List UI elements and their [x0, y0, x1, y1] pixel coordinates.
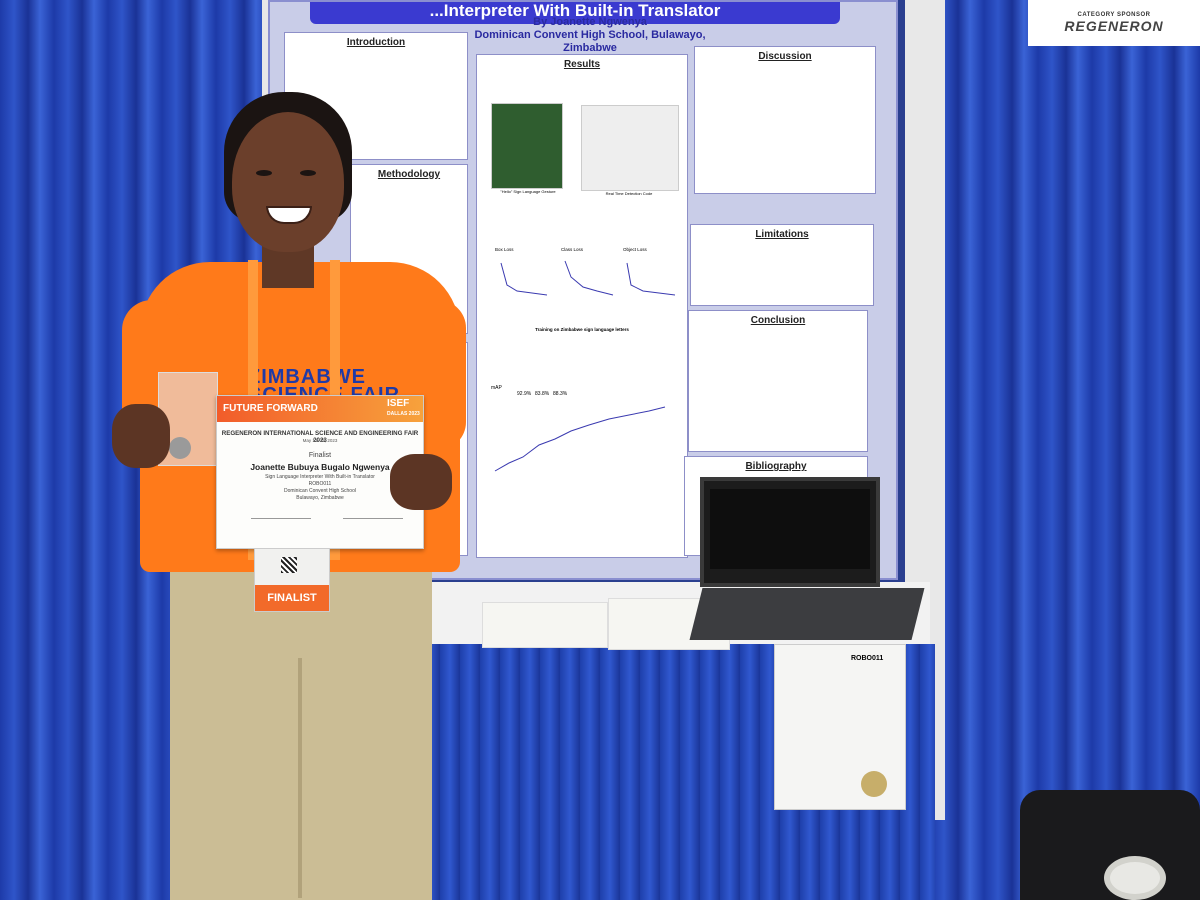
table-paper-left	[482, 602, 608, 648]
certificate-location: Bulawayo, Zimbabwe	[296, 495, 344, 501]
certificate-status: Finalist	[308, 452, 332, 459]
panel-discussion: Discussion	[694, 46, 876, 194]
class-loss-label: Class Loss	[561, 247, 584, 252]
category-sponsor-sign: CATEGORY SPONSOR REGENERON	[1028, 0, 1200, 46]
section-heading-conclusion: Conclusion	[750, 315, 806, 326]
blue-curtain-right	[930, 0, 1200, 900]
section-heading-limitations: Limitations	[755, 229, 809, 240]
project-certificate-sheet: ROBO011	[774, 644, 906, 810]
section-heading-bibliography: Bibliography	[745, 461, 807, 472]
signature-right	[343, 518, 403, 519]
detection-code-label: Real Time Detection Code	[605, 191, 653, 196]
badge-label: FINALIST	[255, 585, 329, 611]
loss-chart-caption: Training on Zimbabwe sign language lette…	[535, 327, 629, 332]
certificate-header-text: FUTURE FORWARD	[223, 403, 318, 414]
terminal-window	[710, 489, 870, 569]
map-metric-1: 92.9%	[517, 391, 532, 397]
badge-qr-code	[281, 557, 297, 573]
tape-roll	[1104, 856, 1166, 900]
section-heading-discussion: Discussion	[758, 51, 812, 62]
laptop-keyboard	[689, 588, 925, 640]
student-left-hand	[112, 404, 170, 468]
student-right-hand	[390, 454, 452, 510]
panel-conclusion: Conclusion	[688, 310, 868, 452]
object-loss-label: Object Loss	[623, 247, 647, 252]
map-curve-chart	[494, 406, 666, 472]
poster-author-block: By Joanette Ngwenya Dominican Convent Hi…	[450, 16, 730, 55]
sponsor-name: REGENERON	[1064, 18, 1164, 34]
certificate-dates: May 13–19, 2023	[302, 438, 338, 443]
detection-code-image	[581, 105, 679, 191]
medal-disc	[169, 437, 191, 459]
student-face	[232, 112, 344, 252]
poster-school: Dominican Convent High School, Bulawayo,…	[474, 29, 706, 54]
poster-author: By Joanette Ngwenya	[533, 16, 647, 28]
name-badge: FINALIST	[254, 548, 330, 612]
section-heading-results: Results	[563, 59, 601, 70]
certificate-school: Dominican Convent High School	[284, 488, 356, 494]
student-right-eye	[300, 170, 316, 176]
isef-logo-text: ISEF	[387, 398, 410, 409]
certificate-header-band	[217, 396, 423, 422]
section-heading-introduction: Introduction	[346, 37, 406, 48]
certificate-project: Sign Language Interpreter With Built-in …	[265, 474, 375, 480]
certificate-code: ROBO011	[308, 481, 332, 487]
poster-title: ...Interpreter With Built-in Translator	[310, 2, 840, 24]
map-chart-label: mAP	[491, 385, 502, 391]
map-metric-2: 83.8%	[535, 391, 550, 397]
panel-limitations: Limitations	[690, 224, 874, 306]
panel-results: Results "Hello" Sign Language Gesture Re…	[476, 54, 688, 558]
sponsor-category: CATEGORY SPONSOR	[1077, 12, 1151, 18]
section-heading-methodology: Methodology	[377, 169, 441, 180]
isef-logo-sub: DALLAS 2023	[387, 411, 420, 417]
isef-logo: ISEF DALLAS 2023	[387, 399, 420, 419]
box-loss-label: Box Loss	[495, 247, 514, 252]
sheet-project-code: ROBO011	[851, 655, 884, 662]
hello-gesture-label: "Hello" Sign Language Gesture	[500, 189, 556, 194]
signature-left	[251, 518, 311, 519]
gold-seal	[861, 771, 887, 797]
hello-gesture-image	[491, 103, 563, 189]
laptop-screen	[700, 477, 880, 587]
student-left-eye	[256, 170, 272, 176]
loss-curves-chart	[500, 260, 676, 296]
map-metric-3: 88.3%	[553, 391, 568, 397]
certificate-recipient-name: Joanette Bubuya Bugalo Ngwenya	[250, 462, 390, 472]
certificate-event: REGENERON INTERNATIONAL SCIENCE AND ENGI…	[221, 430, 419, 444]
